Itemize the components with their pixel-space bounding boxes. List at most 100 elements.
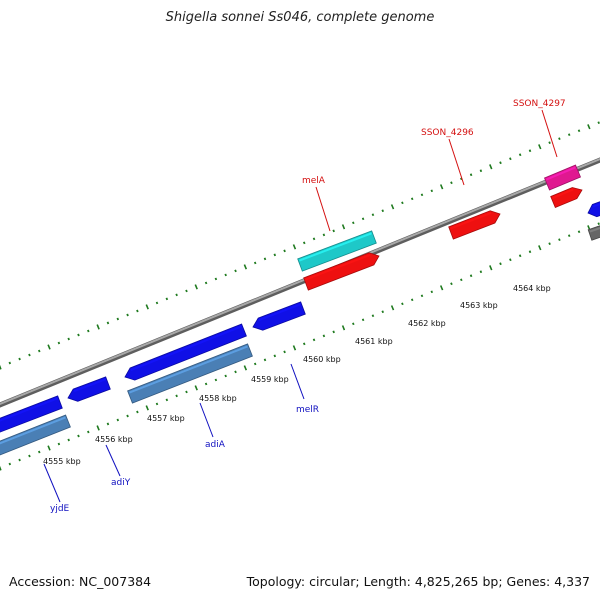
tick-label: 4560 kbp — [303, 355, 341, 364]
minor-tick — [597, 121, 600, 125]
minor-tick — [371, 314, 375, 318]
tick-label: 4562 kbp — [408, 319, 446, 328]
gene-arrow — [303, 252, 380, 291]
leader-line-yjdE — [43, 463, 61, 503]
minor-tick — [381, 310, 385, 314]
minor-tick — [410, 298, 414, 302]
gene-arrow-highlight — [450, 211, 492, 230]
accession-label: Accession: NC_007384 — [9, 574, 152, 589]
genome-summary: Topology: circular; Length: 4,825,265 bp… — [246, 574, 590, 589]
minor-tick — [312, 338, 316, 342]
major-tick — [96, 324, 100, 330]
gene-label-adiY: adiY — [111, 478, 131, 488]
major-tick — [390, 305, 395, 311]
minor-tick — [37, 349, 41, 353]
major-tick — [0, 364, 2, 370]
tick-label: 4563 kbp — [460, 301, 498, 310]
minor-tick — [106, 422, 110, 426]
minor-tick — [57, 442, 61, 446]
gene-arrow — [127, 343, 253, 404]
minor-tick — [567, 133, 571, 137]
minor-tick — [410, 197, 414, 201]
gene-arrow — [67, 376, 111, 402]
gene-label-SSON_4297: SSON_4297 — [513, 99, 566, 109]
gene-arrow-highlight — [73, 378, 106, 393]
minor-tick — [185, 289, 188, 293]
tick-label: 4555 kbp — [43, 457, 81, 466]
minor-tick — [469, 274, 473, 278]
minor-tick — [548, 141, 551, 145]
minor-tick — [263, 358, 267, 362]
minor-tick — [450, 282, 453, 286]
leader-line-SSON_4297 — [541, 109, 558, 158]
minor-tick — [577, 230, 581, 234]
minor-tick — [8, 462, 12, 466]
minor-tick — [509, 157, 512, 161]
minor-tick — [77, 333, 80, 337]
minor-tick — [332, 229, 335, 233]
gene-label-melR: melR — [296, 405, 319, 415]
minor-tick — [204, 281, 208, 285]
minor-tick — [67, 337, 70, 341]
minor-tick — [499, 262, 502, 266]
minor-tick — [263, 257, 267, 261]
tick-label: 4557 kbp — [147, 414, 185, 423]
major-tick — [292, 244, 297, 250]
gene-arrow — [550, 187, 583, 209]
minor-tick — [322, 233, 326, 237]
gene-arrow — [252, 301, 306, 331]
minor-tick — [214, 277, 218, 281]
minor-tick — [283, 350, 286, 354]
minor-tick — [155, 301, 159, 305]
minor-tick — [106, 321, 110, 325]
minor-tick — [509, 258, 512, 262]
major-tick — [47, 344, 51, 350]
minor-tick — [116, 418, 120, 422]
minor-tick — [253, 362, 257, 366]
minor-tick — [155, 402, 159, 406]
gene-arrow-highlight — [0, 397, 58, 422]
minor-tick — [136, 309, 139, 313]
minor-tick — [224, 273, 227, 277]
major-tick — [439, 285, 444, 291]
minor-tick — [528, 250, 532, 254]
minor-tick — [361, 217, 365, 221]
minor-tick — [548, 242, 551, 246]
major-tick — [538, 245, 542, 251]
minor-tick — [273, 354, 277, 358]
minor-tick — [28, 454, 31, 458]
gene-arrow-highlight — [545, 166, 576, 181]
major-tick — [538, 144, 542, 150]
minor-tick — [234, 370, 237, 374]
minor-tick — [136, 410, 139, 414]
gene-arrow-highlight — [592, 203, 600, 208]
minor-tick — [126, 313, 129, 317]
tick-label: 4561 kbp — [355, 337, 393, 346]
minor-tick — [352, 221, 355, 225]
gene-arrow-highlight — [552, 188, 574, 200]
minor-tick — [165, 398, 169, 402]
gene-arrow-highlight — [0, 416, 66, 445]
gene-arrow — [0, 414, 71, 456]
minor-tick — [558, 137, 561, 141]
minor-tick — [479, 270, 483, 274]
map-title: Shigella sonnei Ss046, complete genome — [165, 10, 435, 25]
minor-tick — [460, 278, 463, 282]
minor-tick — [420, 294, 424, 298]
minor-tick — [224, 374, 227, 378]
gene-arrow-highlight — [129, 345, 248, 394]
major-tick — [341, 325, 346, 331]
minor-tick — [273, 253, 277, 257]
gene-arrow — [124, 323, 247, 381]
gene-arrow-highlight — [130, 325, 242, 372]
major-tick — [439, 184, 444, 190]
minor-tick — [214, 378, 218, 382]
minor-tick — [234, 269, 237, 273]
genome-backbone-highlight — [0, 158, 600, 405]
minor-tick — [57, 341, 61, 345]
minor-tick — [430, 290, 434, 294]
minor-tick — [165, 297, 169, 301]
minor-tick — [332, 330, 335, 334]
